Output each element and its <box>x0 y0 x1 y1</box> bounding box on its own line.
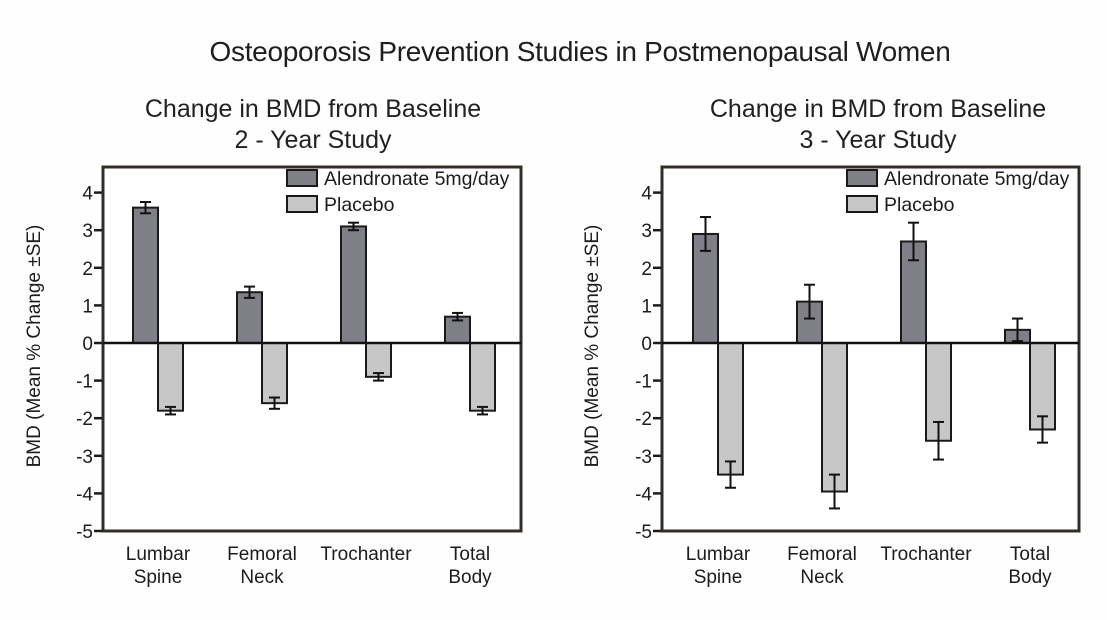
y-tick-label-2-year-1: 1 <box>82 296 93 317</box>
y-axis-title-2-year: BMD (Mean % Change ±SE) <box>24 225 45 468</box>
y-tick-label-3-year--4: -4 <box>635 484 652 505</box>
y-tick-label-2-year--1: -1 <box>76 372 93 393</box>
y-tick-label-2-year--3: -3 <box>76 447 93 468</box>
chart-title-3-year-line1: Change in BMD from Baseline <box>709 95 1047 123</box>
y-tick-label-3-year--1: -1 <box>635 372 652 393</box>
figure-title: Osteoporosis Prevention Studies in Postm… <box>209 36 951 67</box>
category-label-3-year-lumbar-spine-line2: Spine <box>694 567 743 588</box>
category-label-3-year-femoral-neck-line1: Femoral <box>787 544 857 565</box>
y-tick-label-2-year-0: 0 <box>82 334 93 355</box>
category-label-2-year-femoral-neck-line2: Neck <box>240 567 284 588</box>
legend-swatch-2-year-placebo <box>286 195 318 213</box>
legend-label-2-year-alendronate-5mg-day: Alendronate 5mg/day <box>324 168 510 190</box>
bar-2-year-alendronate-5mg-day-trochanter <box>340 225 367 344</box>
figure-title-wrap: Osteoporosis Prevention Studies in Postm… <box>30 36 1107 68</box>
y-tick-label-3-year-3: 3 <box>641 221 652 242</box>
category-label-3-year-trochanter-line1: Trochanter <box>880 544 972 565</box>
category-label-2-year-total-body-line1: Total <box>450 544 490 565</box>
y-tick-label-3-year-2: 2 <box>641 259 652 280</box>
legend-swatch-3-year-placebo <box>846 195 878 213</box>
category-label-2-year-femoral-neck-line1: Femoral <box>227 544 297 565</box>
category-label-3-year-total-body-line2: Body <box>1008 567 1052 588</box>
bar-2-year-placebo-femoral-neck <box>261 342 288 405</box>
y-tick-label-2-year--4: -4 <box>76 484 93 505</box>
y-tick-label-2-year-3: 3 <box>82 221 93 242</box>
legend-label-3-year-placebo: Placebo <box>884 194 955 216</box>
y-tick-label-3-year--3: -3 <box>635 447 652 468</box>
chart-2-year-plot: 4 3 2 1 0 -1 -2 -3 -4 -5 Alendronate 5mg/day Placeb… <box>24 165 523 588</box>
y-tick-label-3-year-1: 1 <box>641 296 652 317</box>
chart-title-3-year-line2: 3 - Year Study <box>799 126 957 154</box>
category-label-2-year-total-body-line2: Body <box>448 567 492 588</box>
category-label-3-year-total-body-line1: Total <box>1010 544 1050 565</box>
bar-2-year-alendronate-5mg-day-femoral-neck <box>236 291 263 345</box>
legend-label-3-year-alendronate-5mg-day: Alendronate 5mg/day <box>884 168 1070 190</box>
bar-3-year-placebo-lumbar-spine <box>717 342 744 476</box>
bar-2-year-placebo-trochanter <box>365 342 392 378</box>
y-tick-label-3-year--2: -2 <box>635 409 652 430</box>
chart-title-3-year: Change in BMD from Baseline 3 - Year Stu… <box>668 94 1088 156</box>
y-tick-label-3-year-4: 4 <box>641 184 652 205</box>
y-axis-title-3-year: BMD (Mean % Change ±SE) <box>582 225 603 468</box>
category-label-2-year-lumbar-spine-line1: Lumbar <box>126 544 191 565</box>
y-tick-label-3-year-0: 0 <box>641 334 652 355</box>
y-tick-label-3-year--5: -5 <box>635 522 652 543</box>
bar-2-year-alendronate-5mg-day-lumbar-spine <box>132 206 159 344</box>
legend-swatch-2-year-alendronate-5mg-day <box>286 169 318 187</box>
category-label-2-year-lumbar-spine-line2: Spine <box>134 567 183 588</box>
legend-swatch-3-year-alendronate-5mg-day <box>846 169 878 187</box>
chart-title-2-year: Change in BMD from Baseline 2 - Year Stu… <box>103 94 523 156</box>
bar-2-year-placebo-lumbar-spine <box>157 342 184 412</box>
category-label-3-year-femoral-neck-line2: Neck <box>800 567 844 588</box>
category-label-3-year-lumbar-spine-line1: Lumbar <box>686 544 751 565</box>
bar-3-year-placebo-femoral-neck <box>821 342 848 493</box>
chart-title-2-year-line1: Change in BMD from Baseline <box>144 95 482 123</box>
bar-2-year-placebo-total-body <box>469 342 496 412</box>
category-label-2-year-trochanter-line1: Trochanter <box>320 544 412 565</box>
chart-3-year-plot: 4 3 2 1 0 -1 -2 -3 -4 -5 Alendronate 5mg/day Placeb… <box>582 165 1081 588</box>
y-tick-label-2-year--5: -5 <box>76 522 93 543</box>
y-tick-label-2-year--2: -2 <box>76 409 93 430</box>
chart-title-2-year-line2: 2 - Year Study <box>234 126 392 154</box>
y-tick-label-2-year-2: 2 <box>82 259 93 280</box>
y-tick-label-2-year-4: 4 <box>82 184 93 205</box>
legend-label-2-year-placebo: Placebo <box>324 194 395 216</box>
